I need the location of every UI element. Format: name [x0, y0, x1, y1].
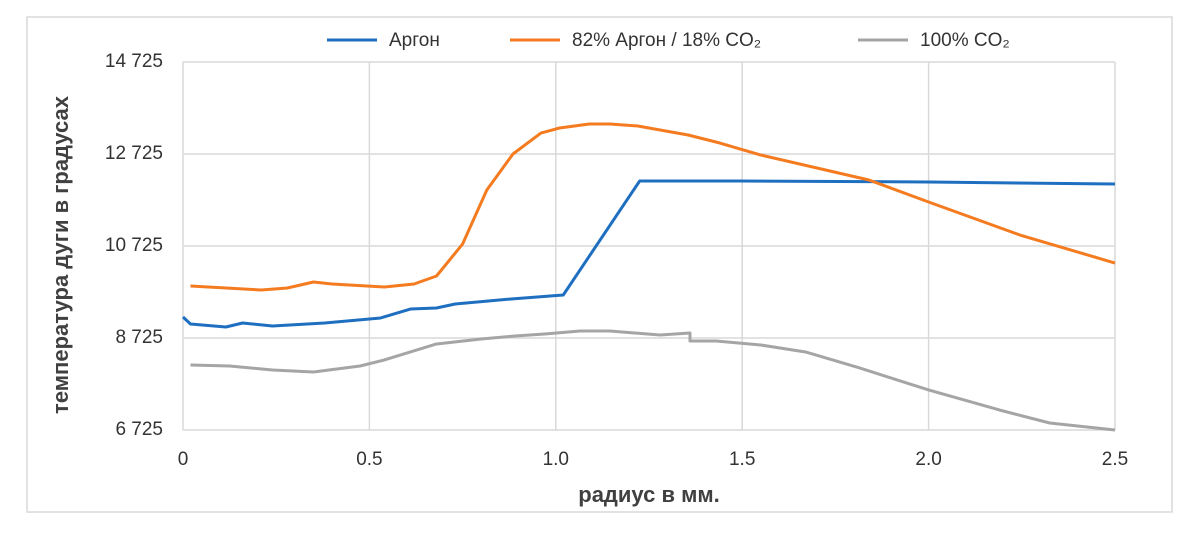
series-line [181, 179, 1116, 329]
x-tick-label: 2.0 [915, 449, 941, 470]
legend-label: 100% CO₂ [920, 30, 1010, 51]
y-axis-title: температура дуги в градусах [48, 95, 73, 414]
y-tick-label: 10 725 [105, 235, 163, 256]
x-tick-label: 1.5 [729, 449, 755, 470]
series-line [190, 329, 1116, 432]
x-tick-label: 2.5 [1102, 449, 1128, 470]
x-axis-title: радиус в мм. [578, 482, 720, 507]
y-tick-label: 6 725 [115, 419, 163, 440]
legend-label: 82% Аргон / 18% CO₂ [572, 30, 761, 51]
x-tick-label: 0.5 [356, 449, 382, 470]
y-tick-label: 14 725 [105, 51, 163, 72]
chart-frame [26, 16, 1173, 513]
legend-label: Аргон [389, 30, 440, 51]
y-tick-label: 8 725 [115, 327, 163, 348]
x-tick-label: 0 [178, 449, 189, 470]
y-tick-label: 12 725 [105, 143, 163, 164]
series-line [190, 122, 1116, 292]
x-tick-label: 1.0 [543, 449, 569, 470]
